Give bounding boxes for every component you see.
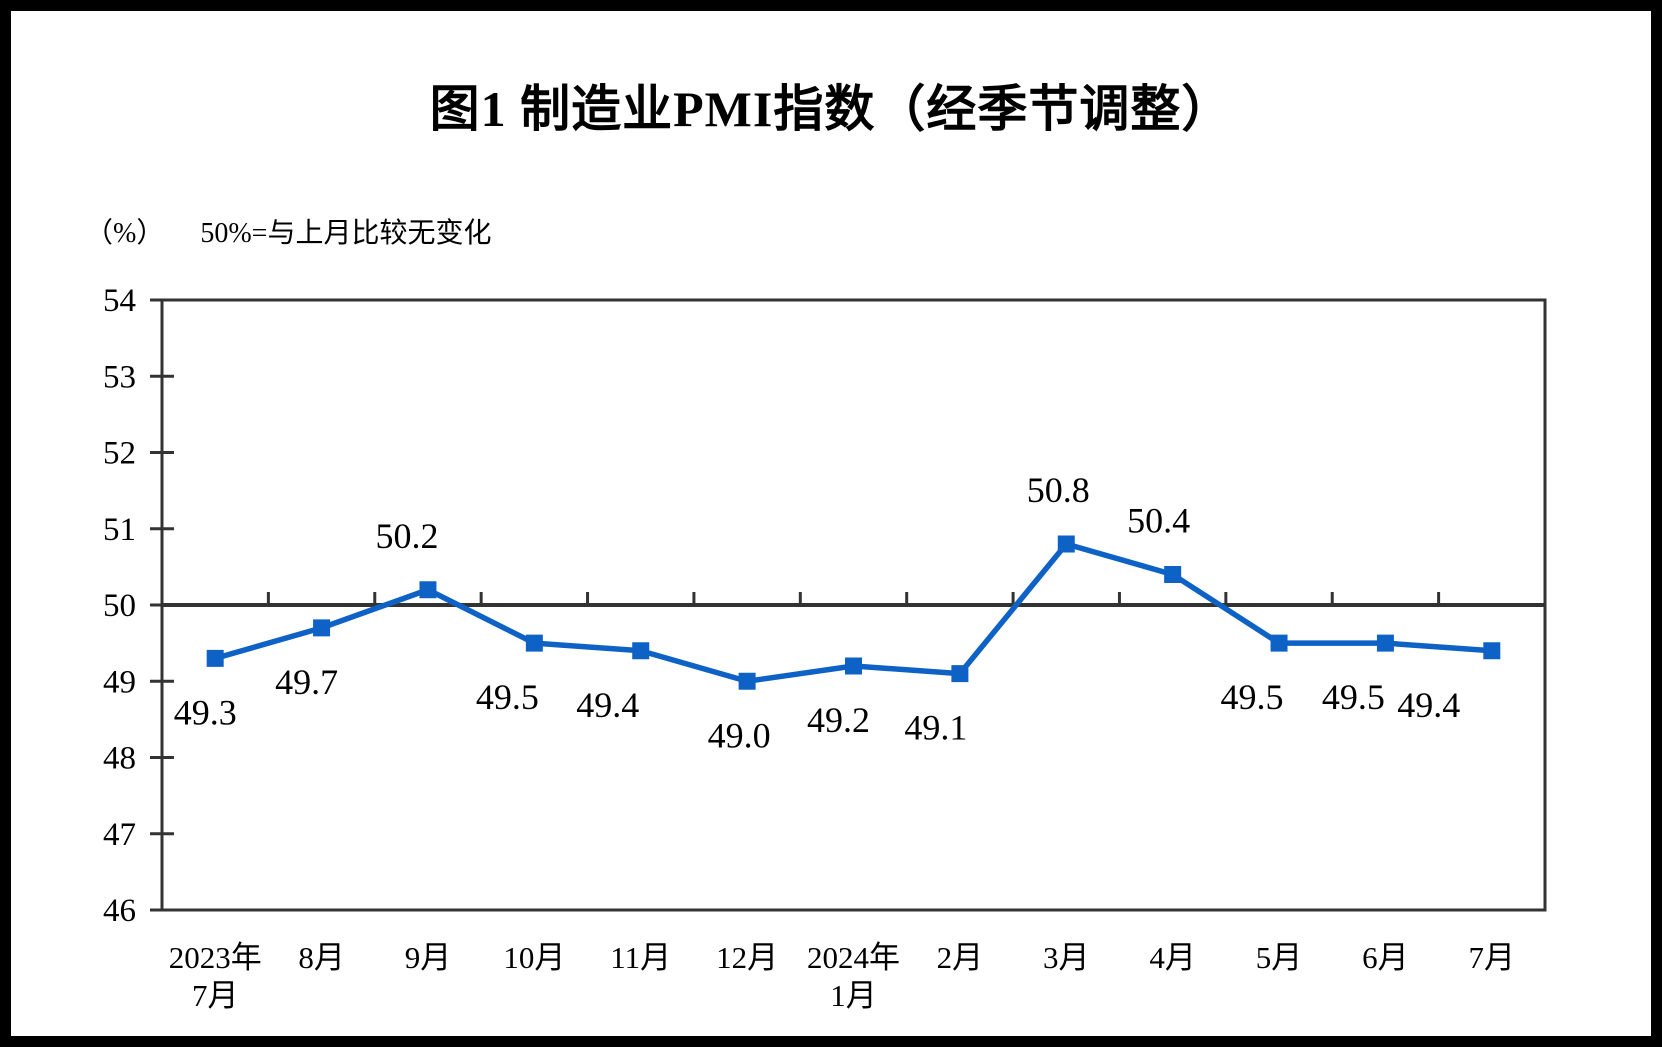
x-axis-label: 7月 xyxy=(192,978,239,1013)
reference-line-note: 50%=与上月比较无变化 xyxy=(200,218,492,249)
y-axis-tick-label: 47 xyxy=(103,817,136,853)
data-point-marker xyxy=(1376,634,1394,652)
data-point-marker xyxy=(1483,642,1501,660)
data-point-marker xyxy=(951,665,969,683)
x-axis-label: 6月 xyxy=(1362,940,1409,975)
x-axis-label: 9月 xyxy=(405,940,452,975)
x-axis-label: 3月 xyxy=(1043,940,1090,975)
data-point-marker xyxy=(1164,566,1182,583)
x-axis-label: 1月 xyxy=(830,978,877,1013)
y-axis-tick-label: 54 xyxy=(103,283,136,319)
data-point-label: 50.8 xyxy=(1027,470,1090,510)
data-point-label: 50.2 xyxy=(375,516,438,556)
data-point-marker xyxy=(738,672,756,690)
data-point-marker xyxy=(845,657,862,675)
data-point-marker xyxy=(1270,634,1288,652)
x-axis-label: 2023年 xyxy=(169,940,262,975)
data-point-marker xyxy=(313,619,331,637)
data-point-label: 49.4 xyxy=(576,685,639,725)
y-axis-tick-label: 46 xyxy=(103,893,136,929)
data-point-label: 49.7 xyxy=(275,662,338,702)
data-point-marker xyxy=(1057,535,1075,553)
x-axis-label: 12月 xyxy=(716,940,778,975)
y-axis-tick-label: 51 xyxy=(103,512,136,548)
y-axis-tick-label: 52 xyxy=(103,436,136,472)
data-point-label: 49.2 xyxy=(807,700,870,740)
y-axis-tick-label: 49 xyxy=(103,664,136,700)
data-point-label: 49.1 xyxy=(904,708,967,748)
data-point-label: 49.4 xyxy=(1397,685,1460,725)
pmi-line-chart: 46 47 48 49 50 51 52 53 54 49.3 49.7 50.2 49.5 49.4 49… xyxy=(103,283,1547,1013)
data-point-marker xyxy=(206,649,224,667)
y-axis-tick-label: 53 xyxy=(103,359,136,395)
x-axis-label: 2024年 xyxy=(807,940,900,975)
data-point-label: 49.3 xyxy=(174,692,237,732)
data-point-label: 49.0 xyxy=(708,715,771,755)
chart-title: 图1 制造业PMI指数（经季节调整） xyxy=(429,81,1233,137)
data-point-marker xyxy=(419,581,437,599)
x-axis-label: 11月 xyxy=(610,940,671,975)
y-axis-unit-label: （%） xyxy=(85,218,165,249)
x-axis-label: 8月 xyxy=(298,940,345,975)
data-point-label: 49.5 xyxy=(476,677,539,717)
data-point-marker xyxy=(632,642,650,660)
y-axis-tick-label: 48 xyxy=(103,741,136,777)
x-axis-label: 10月 xyxy=(503,940,565,975)
x-axis-label: 5月 xyxy=(1256,940,1303,975)
data-point-marker xyxy=(525,634,543,652)
data-point-label: 49.5 xyxy=(1221,677,1284,717)
data-point-label: 50.4 xyxy=(1127,501,1190,541)
x-axis-label: 7月 xyxy=(1469,940,1516,975)
data-point-label: 49.5 xyxy=(1322,677,1385,717)
chart-subtitle-row: （%） 50%=与上月比较无变化 xyxy=(85,211,491,251)
x-axis-label: 4月 xyxy=(1149,940,1196,975)
y-axis-tick-label: 50 xyxy=(103,588,136,624)
x-axis-label: 2月 xyxy=(937,940,984,975)
